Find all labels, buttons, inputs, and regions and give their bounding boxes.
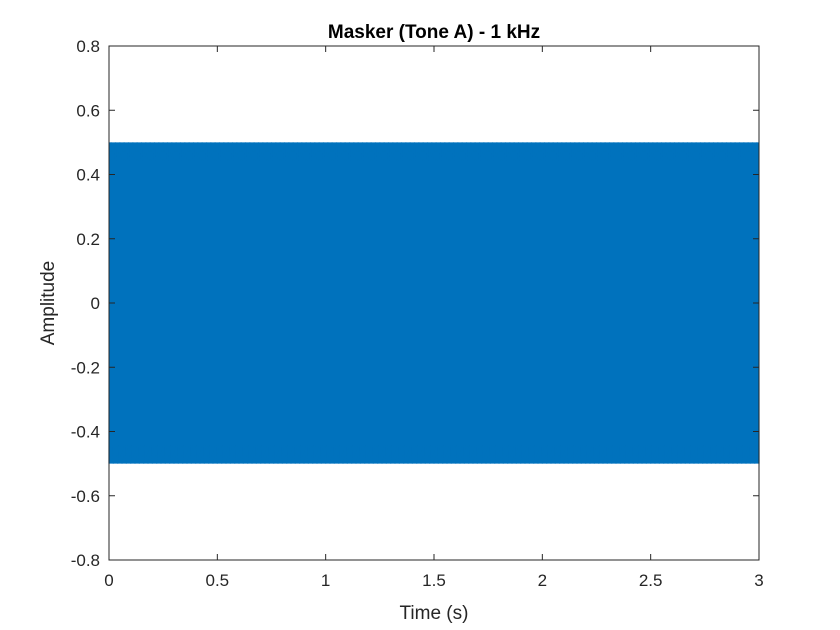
x-tick-label: 2 xyxy=(538,571,547,590)
x-ticks: 0 0.5 1 1.5 2 2.5 3 xyxy=(104,46,764,590)
y-tick-label: 0.2 xyxy=(76,230,100,249)
axes: 0 0.5 1 1.5 2 2.5 3 -0.8 -0.6 -0.4 -0.2 0 0.2 0.4 0.6… xyxy=(71,37,764,590)
y-tick-label: -0.2 xyxy=(71,358,100,377)
y-tick-label: 0.6 xyxy=(76,101,100,120)
x-tick-label: 3 xyxy=(754,571,763,590)
x-tick-label: 2.5 xyxy=(639,571,663,590)
y-tick-label: -0.4 xyxy=(71,423,100,442)
x-tick-label: 0.5 xyxy=(206,571,230,590)
x-tick-label: 1.5 xyxy=(422,571,446,590)
y-tick-label: -0.8 xyxy=(71,551,100,570)
y-tick-label: 0.4 xyxy=(76,166,100,185)
series-layer xyxy=(108,142,760,464)
x-axis-label: Time (s) xyxy=(400,603,469,624)
y-tick-label: -0.6 xyxy=(71,487,100,506)
y-tick-label: 0.8 xyxy=(76,37,100,56)
y-tick-label: 0 xyxy=(91,294,100,313)
y-ticks: -0.8 -0.6 -0.4 -0.2 0 0.2 0.4 0.6 0.8 xyxy=(71,37,759,570)
chart-title: Masker (Tone A) - 1 kHz xyxy=(328,22,540,43)
y-axis-label: Amplitude xyxy=(38,261,59,346)
x-tick-label: 1 xyxy=(321,571,330,590)
x-tick-label: 0 xyxy=(104,571,113,590)
series-line xyxy=(108,142,760,464)
